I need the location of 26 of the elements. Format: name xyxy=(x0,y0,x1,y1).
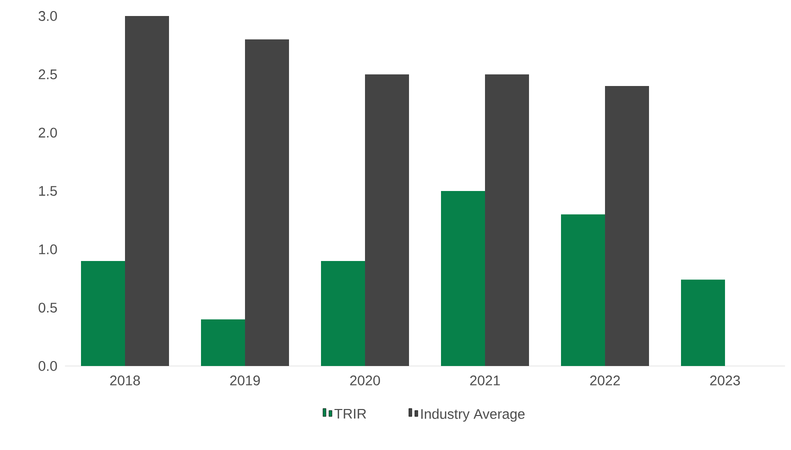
bar xyxy=(441,191,486,366)
x-tick-label: 2023 xyxy=(710,376,740,386)
bar xyxy=(681,280,726,366)
x-tick-label: 2019 xyxy=(230,376,260,386)
y-tick-label: 1.5 xyxy=(39,186,57,196)
bar xyxy=(321,261,366,366)
y-tick-label: 3.0 xyxy=(38,11,57,21)
y-tick-label: 0.5 xyxy=(38,302,57,313)
bar xyxy=(125,16,170,366)
bar xyxy=(201,319,246,366)
x-tick-label: 2018 xyxy=(110,376,140,386)
bar xyxy=(245,39,290,366)
x-tick-label: 2020 xyxy=(350,376,380,386)
bar xyxy=(605,86,650,366)
y-tick-label: 2.5 xyxy=(38,69,57,80)
x-tick-label: 2021 xyxy=(470,376,500,386)
y-tick-label: 2.0 xyxy=(38,128,57,138)
bar xyxy=(81,261,125,366)
bar xyxy=(365,74,410,366)
bar xyxy=(485,74,530,366)
bar xyxy=(561,214,606,366)
legend-label: TRIR xyxy=(334,408,366,419)
y-tick-label: 0.0 xyxy=(38,361,57,371)
x-tick-label: 2022 xyxy=(590,376,620,386)
y-tick-label: 1.0 xyxy=(39,244,57,254)
legend-label: Industry Average xyxy=(421,408,525,422)
